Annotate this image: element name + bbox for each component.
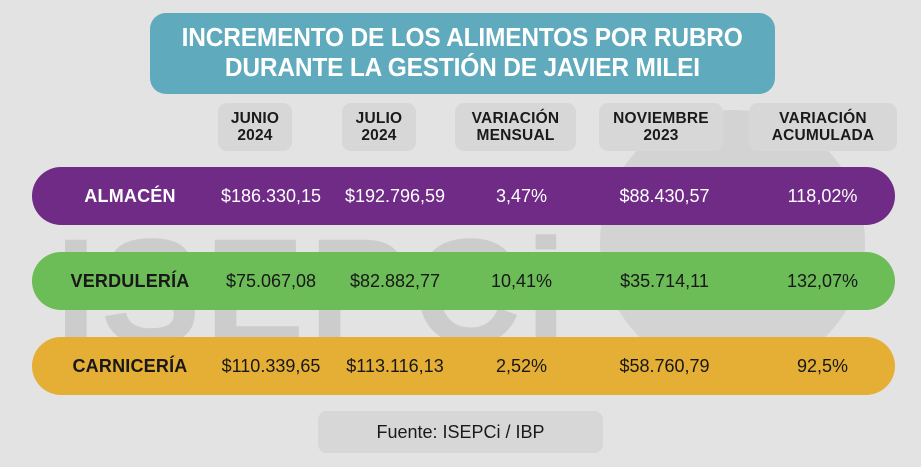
column-header-junio-2024-line2: 2024	[237, 127, 273, 144]
column-header-noviembre-2023-line2: 2023	[643, 127, 679, 144]
column-header-variacion-mensual-line1: VARIACIÓN	[471, 109, 560, 127]
cell-almacen-variacion-mensual: 3,47%	[495, 185, 548, 206]
column-header-variacion-acumulada: VARIACIÓN ACUMULADA	[749, 103, 897, 151]
cell-carniceria-julio-2024: $113.116,13	[346, 355, 444, 376]
column-header-variacion-acumulada-line1: VARIACIÓN	[779, 109, 867, 127]
cell-almacen-variacion-acumulada: 118,02%	[787, 185, 858, 206]
column-header-variacion-acumulada-line2: ACUMULADA	[771, 127, 875, 144]
column-header-variacion-mensual-line2: MENSUAL	[476, 127, 555, 144]
page-title-line2: DURANTE LA GESTIÓN DE JAVIER MILEI	[225, 53, 700, 82]
column-header-julio-2024: JULIO 2024	[342, 103, 416, 151]
cell-almacen-noviembre-2023: $88.430,57	[619, 185, 710, 206]
cell-carniceria-junio-2024: $110.339,65	[221, 355, 321, 376]
table-header-row: JUNIO 2024 JULIO 2024 VARIACIÓN MENSUAL …	[0, 103, 921, 151]
table-row: CARNICERÍA $110.339,65 $113.116,13 2,52%…	[32, 337, 895, 395]
cell-verduleria-noviembre-2023: $35.714,11	[620, 270, 709, 291]
cell-verduleria-junio-2024: $75.067,08	[225, 270, 317, 291]
column-header-noviembre-2023: NOVIEMBRE 2023	[599, 103, 723, 151]
cell-verduleria-variacion-mensual: 10,41%	[490, 270, 553, 291]
row-label-almacen: ALMACÉN	[84, 185, 176, 206]
watermark-circle	[600, 110, 865, 375]
page-title: INCREMENTO DE LOS ALIMENTOS POR RUBRO DU…	[150, 13, 775, 94]
cell-carniceria-variacion-mensual: 2,52%	[495, 355, 548, 376]
column-header-julio-2024-line2: 2024	[361, 127, 397, 144]
column-header-julio-2024-line1: JULIO	[355, 109, 403, 127]
column-header-junio-2024: JUNIO 2024	[218, 103, 292, 151]
table-row: VERDULERÍA $75.067,08 $82.882,77 10,41% …	[32, 252, 895, 310]
cell-carniceria-noviembre-2023: $58.760,79	[619, 355, 710, 376]
column-header-noviembre-2023-line1: NOVIEMBRE	[613, 109, 709, 127]
cell-verduleria-julio-2024: $82.882,77	[349, 270, 441, 291]
cell-carniceria-variacion-acumulada: 92,5%	[796, 355, 849, 376]
row-label-verduleria: VERDULERÍA	[70, 270, 190, 291]
cell-almacen-junio-2024: $186.330,15	[220, 185, 322, 206]
source-note: Fuente: ISEPCi / IBP	[318, 411, 603, 453]
cell-almacen-julio-2024: $192.796,59	[344, 185, 446, 206]
cell-verduleria-variacion-acumulada: 132,07%	[786, 270, 859, 291]
table-row: ALMACÉN $186.330,15 $192.796,59 3,47% $8…	[32, 167, 895, 225]
page-title-line1: INCREMENTO DE LOS ALIMENTOS POR RUBRO	[182, 23, 743, 52]
column-header-junio-2024-line1: JUNIO	[230, 109, 280, 127]
row-label-carniceria: CARNICERÍA	[72, 355, 188, 376]
column-header-variacion-mensual: VARIACIÓN MENSUAL	[455, 103, 576, 151]
